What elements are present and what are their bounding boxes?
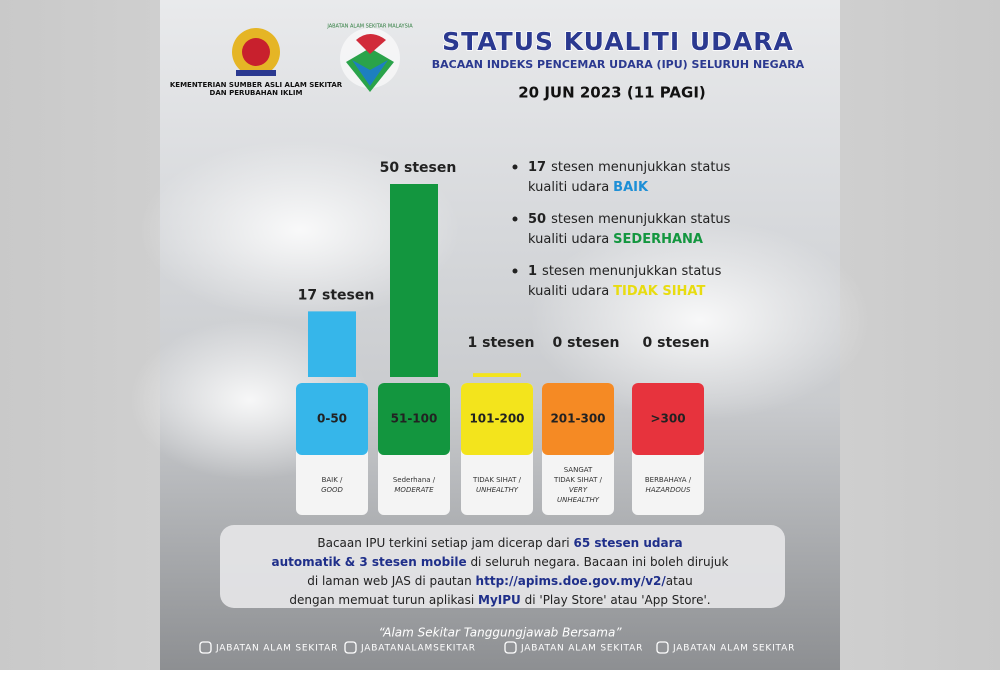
status-label: TIDAK SIHAT / [472,476,522,484]
note-segment: Bacaan IPU terkini setiap jam dicerap da… [317,536,573,550]
bullet-dot [512,268,518,274]
value-label: 50 stesen [380,160,457,176]
bullet-text: stesen menunjukkan status [551,160,731,175]
bullet-status: TIDAK SIHAT [613,284,705,299]
bullet-dot [512,216,518,222]
ministry-name: DAN PERUBAHAN IKLIM [210,89,303,97]
category-label: 201-300 [550,412,605,426]
status-label: VERY [569,486,588,494]
category-label: >300 [650,412,685,426]
social-icon [656,641,669,654]
note-segment: 65 stesen udara [573,536,682,550]
value-label: 17 stesen [298,287,375,303]
cloud [140,140,460,320]
category-color [296,383,368,455]
category-label: 101-200 [469,412,524,426]
bar-chart: 17 stesen 0-50 BAIK / GOOD 50 stesen 51-100 Se… [296,160,709,515]
footer-label: JABATAN ALAM SEKITAR [672,644,795,654]
date: 20 JUN 2023 (11 PAGI) [518,84,706,102]
category-color [632,383,704,455]
footer-label: JABATAN ALAM SEKITAR [215,644,338,654]
bullet-count: 50 [528,212,546,227]
status-label: SANGAT [564,466,593,474]
bullet-line: kualiti udara BAIK [528,180,649,195]
bullet-text: stesen menunjukkan status [542,264,722,279]
jas-logo [340,28,400,92]
note-segment: MyIPU [478,593,521,607]
note-line: di laman web JAS di pautan http://apims.… [307,574,693,588]
status-label: UNHEALTHY [557,496,600,504]
note-segment: atau [666,574,693,588]
status-label: TIDAK SIHAT / [553,476,603,484]
logo-text: JABATAN ALAM SEKITAR MALAYSIA [326,24,413,30]
note: Bacaan IPU terkini setiap jam dicerap da… [272,536,729,607]
note-segment: di laman web JAS di pautan [307,574,475,588]
footer-label: JABATANALAMSEKITAR [360,644,476,654]
category-label: 0-50 [317,412,347,426]
bullet-count: 1 [528,264,537,279]
category-color [461,383,533,455]
category-color [378,383,450,455]
note-segment: http://apims.doe.gov.my/v2/ [476,574,667,588]
status-label: HAZARDOUS [646,486,692,494]
note-segment: di seluruh negara. Bacaan ini boleh diru… [467,555,729,569]
note-segment: di 'Play Store' atau 'App Store'. [521,593,711,607]
bullet-text: stesen menunjukkan status [551,212,731,227]
social-icon [504,641,517,654]
bullet-status: BAIK [613,180,649,195]
quote: “Alam Sekitar Tanggungjawab Bersama” [378,626,622,640]
bullet-line: 1 stesen menunjukkan status [528,264,722,279]
bullet-text: kualiti udara [528,232,609,247]
status-label: UNHEALTHY [476,486,519,494]
ministry-logo [232,28,280,76]
bullet-line: kualiti udara TIDAK SIHAT [528,284,705,299]
value-label: 0 stesen [553,335,620,351]
subtitle: BACAAN INDEKS PENCEMAR UDARA (IPU) SELUR… [432,58,805,71]
ministry-name: KEMENTERIAN SUMBER ASLI ALAM SEKITAR [170,81,343,89]
status-label: Sederhana / [393,476,436,484]
category-label: 51-100 [391,412,438,426]
bar [308,311,356,377]
bullet-text: kualiti udara [528,284,609,299]
value-label: 0 stesen [643,335,710,351]
social-icon [344,641,357,654]
note-segment: automatik & 3 stesen mobile [272,555,467,569]
category-color [542,383,614,455]
footer: JABATAN ALAM SEKITAR JABATANALAMSEKITAR JA… [199,641,795,654]
value-label: 1 stesen [468,335,535,351]
bullet-line: 17 stesen menunjukkan status [528,160,731,175]
bullet-line: kualiti udara SEDERHANA [528,232,703,247]
status-label: GOOD [321,486,343,494]
bullet-text: kualiti udara [528,180,609,195]
bar [390,184,438,377]
bullet-count: 17 [528,160,546,175]
note-line: dengan memuat turun aplikasi MyIPU di 'P… [289,593,710,607]
status-label: BAIK / [322,476,343,484]
bullet-status: SEDERHANA [613,232,703,247]
note-line: automatik & 3 stesen mobile di seluruh n… [272,555,729,569]
bullet-list: 17 stesen menunjukkan status kualiti udara… [512,160,731,299]
bullet-dot [512,164,518,170]
social-icon [199,641,212,654]
status-label: MODERATE [394,486,434,494]
note-segment: dengan memuat turun aplikasi [289,593,478,607]
cloud [530,220,870,420]
bullet-line: 50 stesen menunjukkan status [528,212,731,227]
title: STATUS KUALITI UDARA [442,27,794,56]
status-label: BERBAHAYA / [645,476,692,484]
footer-label: JABATAN ALAM SEKITAR [520,644,643,654]
note-line: Bacaan IPU terkini setiap jam dicerap da… [317,536,682,550]
note-box [220,525,785,608]
bar [473,373,521,377]
